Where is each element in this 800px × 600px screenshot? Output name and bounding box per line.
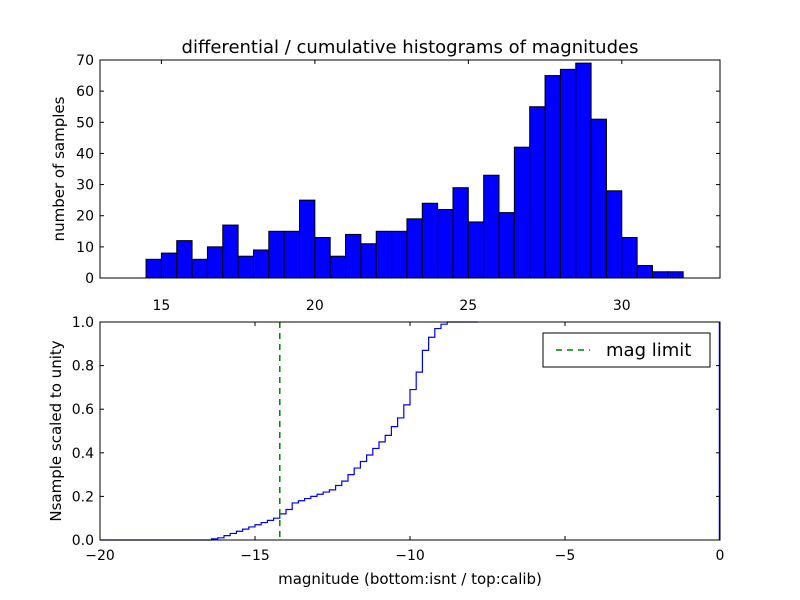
x-tick-label: −10 [395, 548, 425, 564]
histogram-bar [513, 146, 531, 279]
y-tick-label: 0.0 [72, 533, 94, 549]
histogram-bar [345, 233, 362, 279]
y-tick-label: 0.8 [72, 359, 94, 375]
histogram-x-axis: 15 20 25 30 [152, 60, 631, 314]
histogram-bar [176, 240, 193, 279]
y-tick-label: 0.4 [72, 446, 94, 462]
x-tick-label: −15 [240, 548, 270, 564]
histogram-bar [237, 255, 254, 279]
histogram-bar [621, 237, 638, 279]
y-tick-label: 0 [85, 271, 94, 287]
histogram-bar [360, 243, 377, 279]
histogram-frame [99, 59, 721, 279]
histogram-bar [375, 230, 393, 279]
cumulative-step-line [100, 321, 479, 541]
histogram-bar [590, 118, 607, 279]
histogram-bar [498, 212, 515, 279]
chart-title: differential / cumulative histograms of … [182, 37, 639, 58]
histogram-bar [667, 271, 684, 279]
histogram-bar [206, 246, 224, 279]
y-tick-label: 60 [76, 84, 94, 100]
legend: mag limit [542, 332, 711, 368]
histogram-bar [268, 230, 285, 279]
histogram-bar [437, 208, 454, 279]
histogram-bar [636, 265, 653, 279]
histogram-y-axis: 0 10 20 30 40 50 60 70 [76, 53, 720, 287]
x-tick-label: 20 [306, 298, 324, 314]
x-tick-label: −5 [555, 548, 576, 564]
y-tick-label: 40 [76, 146, 94, 162]
y-tick-label: 0.2 [72, 489, 94, 505]
histogram-bar [406, 218, 423, 279]
histogram-bar [252, 249, 270, 279]
histogram-bar [529, 106, 546, 279]
y-tick-label: 1.0 [72, 315, 94, 331]
histogram-bar [575, 62, 592, 279]
x-tick-label: 30 [613, 298, 631, 314]
y-tick-label: 10 [76, 240, 94, 256]
histogram-bar [160, 252, 178, 279]
histogram-bar [605, 190, 623, 279]
histogram-bar [191, 258, 208, 279]
x-tick-label: 0 [716, 548, 725, 564]
histogram-bar [467, 221, 485, 279]
y-tick-label: 30 [76, 178, 94, 194]
histogram-bar [329, 255, 347, 279]
histogram-bar [559, 68, 577, 279]
x-tick-label: 25 [459, 298, 477, 314]
y-tick-label: 0.6 [72, 402, 94, 418]
legend-label-mag-limit: mag limit [606, 340, 691, 361]
histogram-bars [145, 62, 684, 279]
histogram-bar [452, 187, 469, 279]
x-tick-label: −20 [85, 548, 115, 564]
y-tick-label: 50 [76, 115, 94, 131]
histogram-bar [421, 202, 439, 279]
histogram-bar [283, 230, 301, 279]
y-tick-label: 70 [76, 53, 94, 69]
histogram-bar [483, 174, 500, 279]
histogram-bar [145, 258, 162, 279]
histogram-bar [222, 224, 239, 279]
y-tick-label: 20 [76, 209, 94, 225]
histogram-panel: differential / cumulative histograms of … [50, 37, 721, 314]
cumulative-y-axis: 0.0 0.2 0.4 0.6 0.8 1.0 [72, 315, 720, 549]
histogram-bar [314, 237, 331, 279]
cumulative-panel: −20 −15 −10 −5 0 0.0 0.2 0.4 0.6 0.8 1.0 magnitud… [47, 315, 724, 588]
cumulative-x-label: magnitude (bottom:isnt / top:calib) [278, 570, 542, 588]
cumulative-y-label: Nsample scaled to unity [47, 340, 65, 521]
histogram-bar [544, 75, 561, 279]
histogram-y-label: number of samples [50, 96, 68, 241]
histogram-bar [651, 271, 669, 279]
x-tick-label: 15 [152, 298, 170, 314]
histogram-bar [391, 230, 408, 279]
cumulative-x-axis: −20 −15 −10 −5 0 [85, 322, 724, 564]
histogram-bar [299, 199, 316, 279]
